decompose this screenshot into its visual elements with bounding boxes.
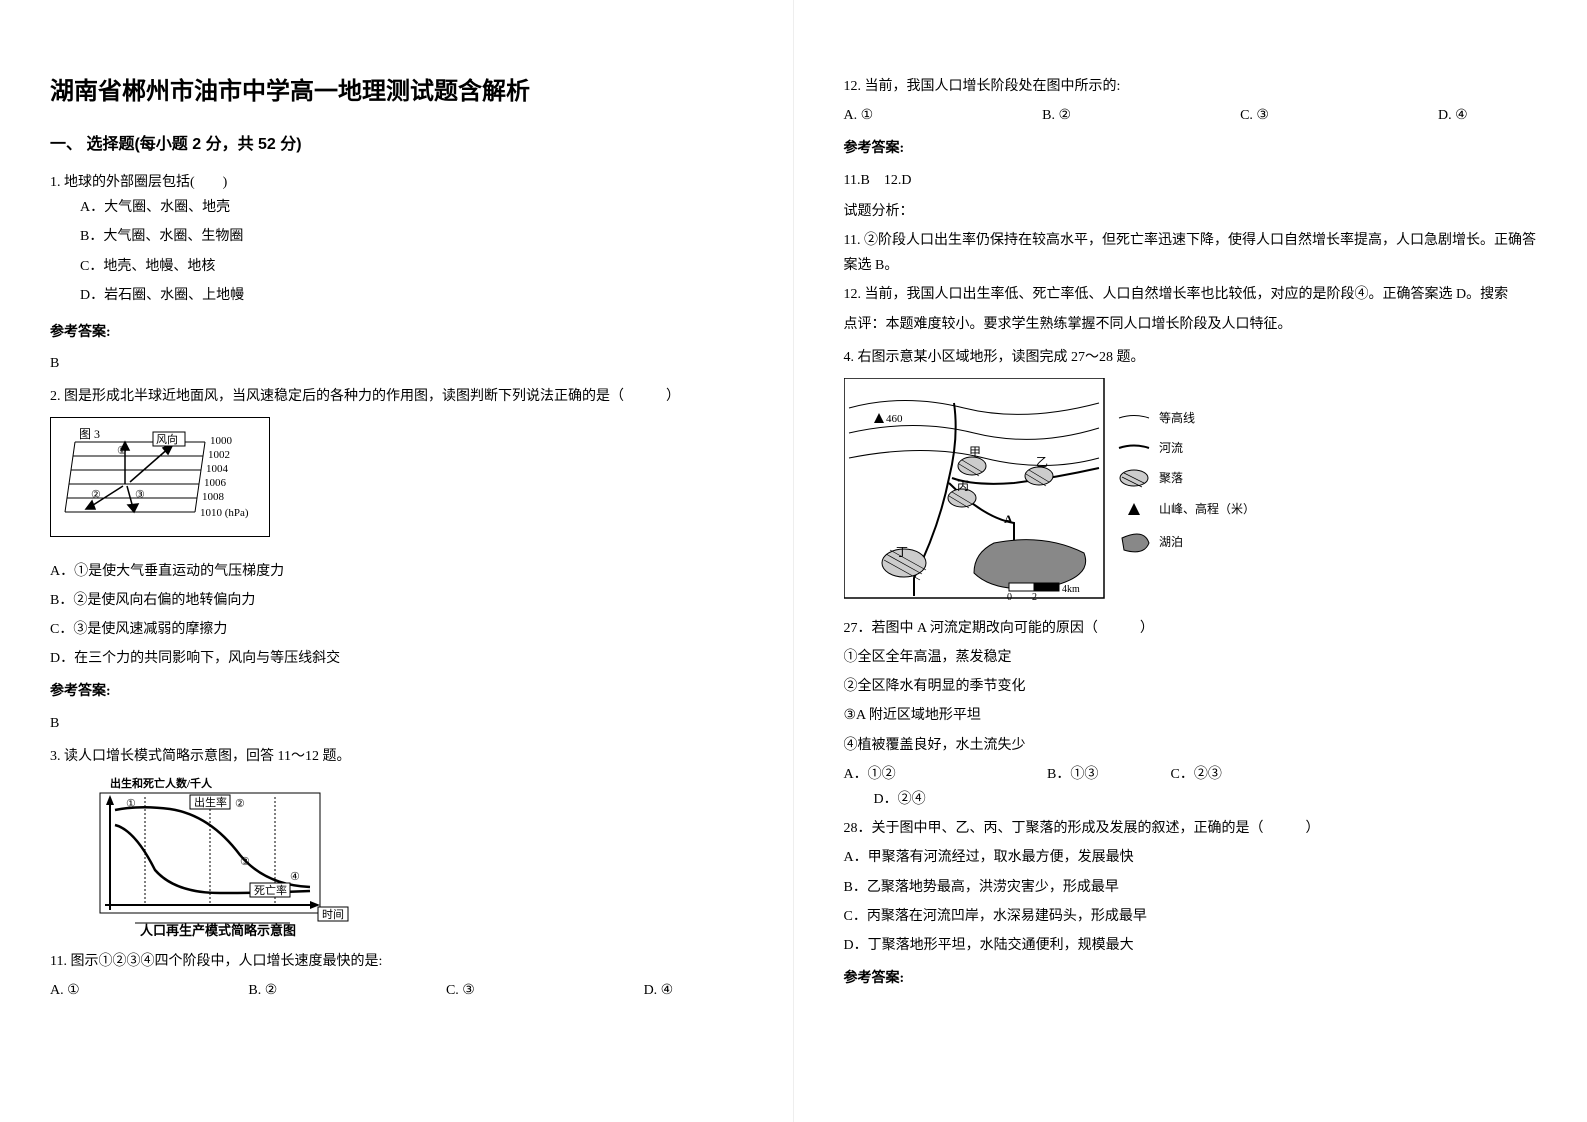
q4-scale-2: 2 <box>1032 592 1037 603</box>
q28-opt-a: A．甲聚落有河流经过，取水最方便，发展最快 <box>844 845 1538 870</box>
q4-peak: 460 <box>886 413 903 425</box>
q1-stem: 1. 地球的外部圈层包括( ) <box>50 170 743 195</box>
q4-label-ding: 丁 <box>896 545 908 559</box>
q27-opt-b: B．①③ <box>1047 762 1167 787</box>
q27-opt-a: A．①② <box>844 762 1044 787</box>
q27-s2: ②全区降水有明显的季节变化 <box>844 674 1538 699</box>
q2-mark-1: ① <box>117 445 127 457</box>
q1-opt-d: D．岩石圈、水圈、上地幔 <box>80 283 378 308</box>
q3-stem: 3. 读人口增长模式简略示意图，回答 11～12 题。 <box>50 744 743 769</box>
q2-iso-2: 1004 <box>206 463 229 475</box>
q27-options: A．①② B．①③ C．②③ <box>844 762 1538 787</box>
q3-mark-3: ③ <box>240 856 250 868</box>
q4-label-a: A <box>1004 512 1013 526</box>
q2-mark-2: ② <box>91 489 101 501</box>
doc-title: 湖南省郴州市油市中学高一地理测试题含解析 <box>50 70 743 113</box>
q2-mark-3: ③ <box>135 489 145 501</box>
q1-answer: B <box>50 351 743 376</box>
q4-scale-4: 4km <box>1062 584 1080 595</box>
q3-comment: 点评：本题难度较小。要求学生熟练掌握不同人口增长阶段及人口特征。 <box>844 312 1538 337</box>
q1-opt-b: B．大气圈、水圈、生物圈 <box>80 224 378 249</box>
q11-opt-c: C. ③ <box>446 978 475 1003</box>
q11-opt-a: A. ① <box>50 978 80 1003</box>
section-heading: 一、 选择题(每小题 2 分，共 52 分) <box>50 131 743 160</box>
q4-figure: 460 <box>844 378 1538 608</box>
q28-stem: 28．关于图中甲、乙、丙、丁聚落的形成及发展的叙述，正确的是（ ） <box>844 816 1538 841</box>
q4-leg-river: 河流 <box>1159 441 1183 455</box>
q2-iso-3: 1006 <box>204 477 227 489</box>
q1-opt-a: A．大气圈、水圈、地壳 <box>80 195 378 220</box>
q11-opt-b: B. ② <box>248 978 277 1003</box>
q2-answer: B <box>50 711 743 736</box>
q1-opt-c: C．地壳、地幔、地核 <box>80 254 378 279</box>
q12-opt-b: B. ② <box>1042 103 1071 128</box>
q12-opt-c: C. ③ <box>1240 103 1269 128</box>
q3-caption: 人口再生产模式简略示意图 <box>140 923 296 938</box>
q2-figure: 图 3 风向 ① ② ③ 1000 1002 1004 1006 1008 10… <box>50 417 270 537</box>
q4-answer-label: 参考答案: <box>844 966 1538 991</box>
q4-scale-0: 0 <box>1007 592 1012 603</box>
q2-opt-a: A．①是使大气垂直运动的气压梯度力 <box>50 559 743 584</box>
q4-leg-contour: 等高线 <box>1159 410 1195 425</box>
q3-exp12: 12. 当前，我国人口出生率低、死亡率低、人口自然增长率也比较低，对应的是阶段④… <box>844 282 1538 307</box>
q2-iso-5: 1010 (hPa) <box>200 507 249 519</box>
q3-exp11: 11. ②阶段人口出生率仍保持在较高水平，但死亡率迅速下降，使得人口自然增长率提… <box>844 228 1538 278</box>
q3-answer-label: 参考答案: <box>844 136 1538 161</box>
q27-opt-c: C．②③ <box>1171 762 1291 787</box>
q3-mark-2: ② <box>235 798 245 810</box>
q27-opt-d: D．②④ <box>874 787 1538 812</box>
q27-s4: ④植被覆盖良好，水土流失少 <box>844 733 1538 758</box>
q11-stem: 11. 图示①②③④四个阶段中，人口增长速度最快的是: <box>50 949 743 974</box>
q12-options: A. ① B. ② C. ③ D. ④ <box>844 103 1468 128</box>
q3-mark-1: ① <box>126 798 136 810</box>
q2-opt-d: D．在三个力的共同影响下，风向与等压线斜交 <box>50 646 743 671</box>
q4-leg-peak: 山峰、高程（米） <box>1159 501 1255 516</box>
q2-opt-b: B．②是使风向右偏的地转偏向力 <box>50 588 743 613</box>
q3-xlabel: 时间 <box>322 908 344 921</box>
q28-opt-c: C．丙聚落在河流凹岸，水深易建码头，形成最早 <box>844 904 1538 929</box>
q2-stem: 2. 图是形成北半球近地面风，当风速稳定后的各种力的作用图，读图判断下列说法正确… <box>50 384 743 409</box>
q4-stem: 4. 右图示意某小区域地形，读图完成 27～28 题。 <box>844 345 1538 370</box>
q4-label-bing: 丙 <box>957 479 969 493</box>
question-4: 4. 右图示意某小区域地形，读图完成 27～28 题。 460 <box>844 345 1538 992</box>
q3-exp-label: 试题分析： <box>844 199 1538 224</box>
q3-mark-4: ④ <box>290 871 300 883</box>
q2-iso-1: 1002 <box>208 449 230 461</box>
q4-leg-settle: 聚落 <box>1159 471 1183 485</box>
page-left-column: 湖南省郴州市油市中学高一地理测试题含解析 一、 选择题(每小题 2 分，共 52… <box>0 0 794 1122</box>
q28-opt-d: D．丁聚落地形平坦，水陆交通便利，规模最大 <box>844 933 1538 958</box>
question-2: 2. 图是形成北半球近地面风，当风速稳定后的各种力的作用图，读图判断下列说法正确… <box>50 384 743 671</box>
q27-stem: 27．若图中 A 河流定期改向可能的原因（ ） <box>844 616 1538 641</box>
q28-opt-b: B．乙聚落地势最高，洪涝灾害少，形成最早 <box>844 875 1538 900</box>
q11-opt-d: D. ④ <box>644 978 674 1003</box>
q12-stem: 12. 当前，我国人口增长阶段处在图中所示的: <box>844 74 1538 99</box>
q11-options: A. ① B. ② C. ③ D. ④ <box>50 978 673 1003</box>
q1-options: A．大气圈、水圈、地壳 B．大气圈、水圈、生物圈 C．地壳、地幔、地核 D．岩石… <box>80 195 743 312</box>
q4-label-jia: 甲 <box>969 445 981 459</box>
q3-figure-svg: 出生和死亡人数/千人 出生率 死亡率 ① <box>80 775 350 945</box>
q2-fig-label: 图 3 <box>79 427 100 441</box>
question-3: 3. 读人口增长模式简略示意图，回答 11～12 题。 出生和死亡人数/千人 <box>50 744 743 1004</box>
q4-leg-lake: 湖泊 <box>1159 534 1183 549</box>
q3-death: 死亡率 <box>254 883 287 897</box>
page-right-column: 12. 当前，我国人口增长阶段处在图中所示的: A. ① B. ② C. ③ D… <box>794 0 1587 1122</box>
q2-opt-c: C．③是使风速减弱的摩擦力 <box>50 617 743 642</box>
q12-opt-d: D. ④ <box>1438 103 1468 128</box>
q2-fig-wind: 风向 <box>156 432 178 446</box>
q3-answer: 11.B 12.D <box>844 168 1538 193</box>
q2-iso-0: 1000 <box>210 435 233 447</box>
q27-s3: ③A 附近区域地形平坦 <box>844 703 1538 728</box>
question-1: 1. 地球的外部圈层包括( ) A．大气圈、水圈、地壳 B．大气圈、水圈、生物圈… <box>50 170 743 312</box>
q1-answer-label: 参考答案: <box>50 320 743 345</box>
q3-ylabel: 出生和死亡人数/千人 <box>110 776 213 790</box>
q2-iso-4: 1008 <box>202 491 225 503</box>
q27-s1: ①全区全年高温，蒸发稳定 <box>844 645 1538 670</box>
q2-figure-svg: 图 3 风向 ① ② ③ 1000 1002 1004 1006 1008 10… <box>55 422 265 532</box>
q3-figure: 出生和死亡人数/千人 出生率 死亡率 ① <box>80 775 743 945</box>
q4-figure-svg: 460 <box>844 378 1264 608</box>
q3-birth: 出生率 <box>194 795 227 809</box>
q2-answer-label: 参考答案: <box>50 679 743 704</box>
q4-label-yi: 乙 <box>1036 455 1048 469</box>
q12-opt-a: A. ① <box>844 103 874 128</box>
